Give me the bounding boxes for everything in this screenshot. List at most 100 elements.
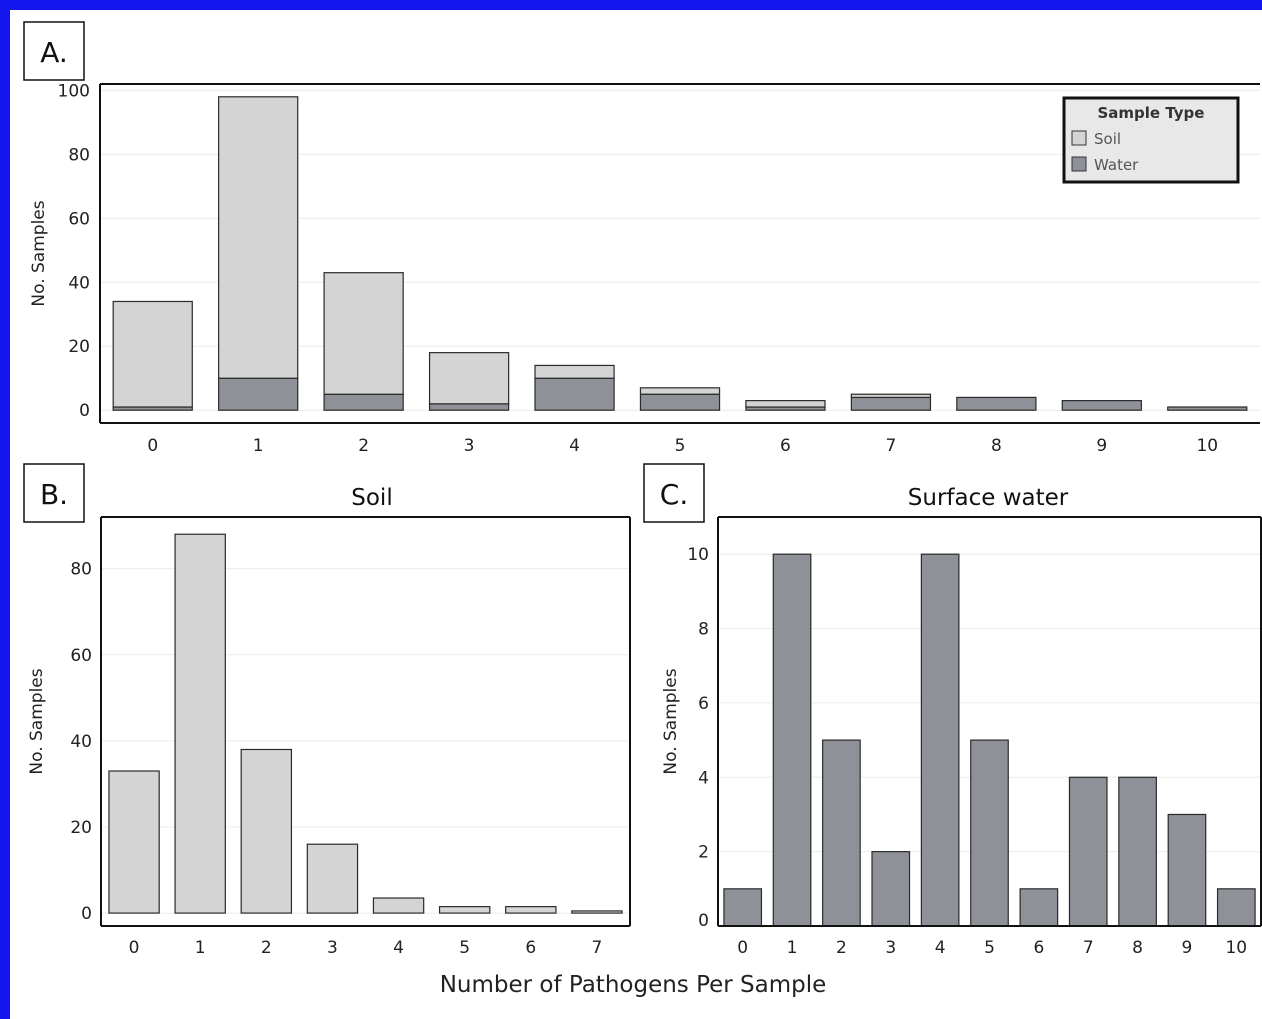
y-tick-label-c-8: 8: [698, 620, 709, 640]
y-tick-label-b-60: 60: [70, 646, 92, 666]
bar-c-water-0: [723, 888, 763, 927]
bar-c-water-5: [970, 739, 1009, 927]
x-tick-label-a-6: 6: [780, 436, 791, 456]
y-tick-label-c-6: 6: [698, 694, 709, 714]
panel-b-label-box: [23, 463, 85, 523]
bar-a-water-10: [1167, 406, 1248, 411]
legend-entry-water: Water: [1094, 156, 1139, 174]
x-tick-label-c-7: 7: [1083, 938, 1094, 958]
bar-c-water-2: [822, 739, 861, 927]
y-tick-label-a-0: 0: [79, 401, 90, 421]
legend-box: [1062, 96, 1240, 184]
bar-a-soil-7: [850, 393, 932, 399]
x-tick-label-b-5: 5: [459, 938, 470, 958]
bar-c-water-7: [1068, 776, 1108, 927]
bar-c-water-8: [1118, 776, 1157, 927]
bar-a-soil-3: [428, 352, 510, 405]
bar-c-water-9: [1167, 813, 1207, 927]
shared-x-axis-label: Number of Pathogens Per Sample: [440, 972, 827, 998]
x-tick-label-b-7: 7: [592, 938, 603, 958]
bar-b-soil-7: [571, 910, 623, 914]
bar-b-soil-3: [306, 843, 359, 914]
x-tick-label-c-5: 5: [984, 938, 995, 958]
panel-b-plot: 0 20 40 60 80 0 1 2 3 4 5 6 7 No. Samples: [27, 516, 631, 958]
x-tick-label-a-9: 9: [1096, 436, 1107, 456]
panel-c-label-box: [643, 463, 705, 523]
bar-a-soil-4: [534, 364, 615, 379]
bar-a-soil-6: [745, 400, 826, 408]
bar-a-water-4: [534, 377, 615, 411]
bar-a-water-2: [323, 393, 404, 411]
bar-a-soil-0: [112, 300, 193, 408]
x-tick-label-c-0: 0: [737, 938, 748, 958]
x-tick-label-a-7: 7: [885, 436, 896, 456]
x-tick-label-a-5: 5: [675, 436, 686, 456]
panel-c-plot: 0 2 4 6 8 10 0 1 2 3 4 5 6 7 8 9 10 No. Samples: [661, 516, 1262, 958]
bar-c-water-1: [772, 553, 812, 927]
panel-a-label-box: [23, 21, 85, 81]
x-tick-label-c-9: 9: [1182, 938, 1193, 958]
bar-b-soil-4: [372, 897, 425, 914]
y-tick-label-b-20: 20: [70, 818, 92, 838]
x-tick-label-b-4: 4: [393, 938, 404, 958]
x-tick-label-b-6: 6: [525, 938, 536, 958]
x-tick-label-a-4: 4: [569, 436, 580, 456]
y-tick-label-a-60: 60: [68, 209, 90, 229]
legend: Sample Type Soil Water: [1062, 96, 1240, 184]
x-tick-label-c-4: 4: [935, 938, 946, 958]
bar-c-water-10: [1216, 888, 1256, 927]
y-axis-label-a: No. Samples: [29, 200, 49, 306]
x-tick-label-c-3: 3: [885, 938, 896, 958]
bar-a-water-1: [218, 377, 299, 411]
bar-a-water-8: [956, 396, 1037, 411]
x-tick-label-a-3: 3: [464, 436, 475, 456]
x-tick-label-c-2: 2: [836, 938, 847, 958]
bar-a-water-5: [639, 393, 721, 411]
x-tick-label-a-0: 0: [147, 436, 158, 456]
panel-b-title: Soil: [351, 485, 392, 511]
y-tick-label-b-40: 40: [70, 732, 92, 752]
y-tick-label-a-100: 100: [58, 81, 90, 101]
y-tick-label-c-4: 4: [698, 768, 709, 788]
y-tick-label-a-40: 40: [68, 273, 90, 293]
bar-a-water-9: [1061, 400, 1142, 411]
y-tick-label-a-80: 80: [68, 145, 90, 165]
x-tick-label-c-1: 1: [787, 938, 798, 958]
panel-b-label: B.: [40, 478, 68, 511]
y-tick-label-c-10: 10: [687, 545, 709, 565]
panel-c-title: Surface water: [908, 485, 1069, 511]
x-tick-label-c-6: 6: [1033, 938, 1044, 958]
x-tick-label-b-0: 0: [129, 938, 140, 958]
x-tick-label-c-8: 8: [1132, 938, 1143, 958]
legend-entry-soil: Soil: [1094, 130, 1121, 148]
panel-c: C. Surface water 0 2 4 6 8 10 0 1 2 3 4 5 6 7 8 9 10 No. …: [643, 463, 1262, 958]
bar-c-water-3: [871, 851, 911, 927]
y-tick-label-b-80: 80: [70, 560, 92, 580]
y-axis-label-c: No. Samples: [661, 668, 681, 774]
y-tick-label-b-0: 0: [81, 904, 92, 924]
panel-c-label: C.: [660, 478, 688, 511]
bar-b-soil-2: [240, 748, 293, 914]
legend-swatch-water: [1071, 156, 1087, 172]
bar-a-soil-2: [323, 272, 404, 395]
y-axis-label-b: No. Samples: [27, 668, 47, 774]
bar-a-water-3: [428, 403, 510, 411]
panel-a-plot: 0 20 40 60 80 100 0 1 2 3 4 5 6 7 8 9 10 No. Samples: [29, 81, 1260, 456]
x-tick-label-b-3: 3: [327, 938, 338, 958]
bar-b-soil-0: [108, 770, 160, 914]
x-tick-label-b-2: 2: [261, 938, 272, 958]
x-tick-label-b-1: 1: [195, 938, 206, 958]
x-tick-label-a-1: 1: [253, 436, 264, 456]
x-tick-label-a-10: 10: [1196, 436, 1218, 456]
bar-c-water-4: [920, 553, 960, 927]
bar-b-soil-5: [438, 906, 491, 914]
bar-a-soil-1: [218, 96, 299, 379]
x-tick-label-a-8: 8: [991, 436, 1002, 456]
bar-b-soil-1: [174, 533, 226, 914]
y-tick-label-c-0: 0: [698, 911, 709, 931]
bar-a-water-7: [850, 396, 932, 411]
legend-title: Sample Type: [1098, 104, 1205, 122]
bar-a-soil-5: [639, 387, 721, 395]
